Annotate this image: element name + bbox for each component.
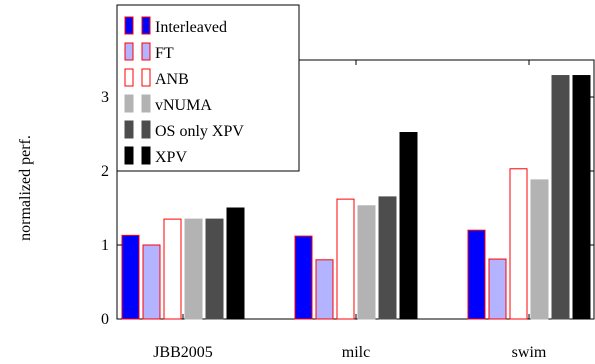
y-tick-label: 2	[101, 163, 109, 180]
bar-interleaved-swim	[467, 229, 486, 320]
bar-ft-jbb2005	[142, 244, 161, 320]
legend-swatch	[124, 146, 134, 165]
legend-swatch	[124, 16, 134, 35]
legend-label: vNUMA	[155, 97, 212, 114]
y-axis-label: normalized perf.	[17, 135, 34, 241]
bar-anb-jbb2005	[163, 218, 182, 320]
bar-xpv-swim	[572, 75, 591, 320]
legend-swatch	[124, 94, 134, 113]
legend-label: Interleaved	[155, 19, 227, 36]
bar-xpv-milc	[399, 132, 418, 320]
bar-anb-milc	[336, 198, 355, 320]
y-tick-label: 1	[101, 237, 109, 254]
bar-ft-milc	[315, 259, 334, 320]
bars-group	[121, 75, 591, 320]
legend-swatch	[124, 120, 134, 139]
legend-swatch	[141, 146, 151, 165]
y-tick-label: 0	[101, 311, 109, 328]
x-tick-label: JBB2005	[153, 344, 213, 361]
bar-xpv-jbb2005	[226, 207, 245, 320]
legend-swatch	[141, 94, 151, 113]
legend-label: FT	[155, 45, 174, 62]
bar-vnuma-milc	[357, 205, 376, 320]
bar-anb-swim	[509, 168, 528, 320]
x-tick-label: milc	[342, 344, 370, 361]
legend-label: XPV	[155, 149, 187, 166]
y-tick-label: 3	[101, 89, 109, 106]
legend-swatch	[141, 16, 151, 35]
legend-swatch	[141, 68, 151, 87]
legend-swatch	[124, 68, 134, 87]
legend-label: ANB	[155, 71, 189, 88]
legend-swatch	[141, 42, 151, 61]
bar-interleaved-jbb2005	[121, 234, 140, 320]
x-tick-label: swim	[512, 344, 547, 361]
bar-vnuma-swim	[530, 179, 549, 320]
bar-vnuma-jbb2005	[184, 218, 203, 320]
legend: Interleaved FT ANB vNUMA OS only XPV XPV	[116, 4, 300, 172]
bar-os-only-xpv-milc	[378, 196, 397, 320]
bar-os-only-xpv-jbb2005	[205, 218, 224, 320]
legend-label: OS only XPV	[155, 123, 244, 140]
bar-interleaved-milc	[294, 235, 313, 320]
tick-group: 0 1 2 3 JBB2005 milc swim	[101, 60, 594, 361]
bar-ft-swim	[488, 258, 507, 320]
legend-swatch	[141, 120, 151, 139]
bar-os-only-xpv-swim	[551, 75, 570, 320]
legend-swatch	[124, 42, 134, 61]
